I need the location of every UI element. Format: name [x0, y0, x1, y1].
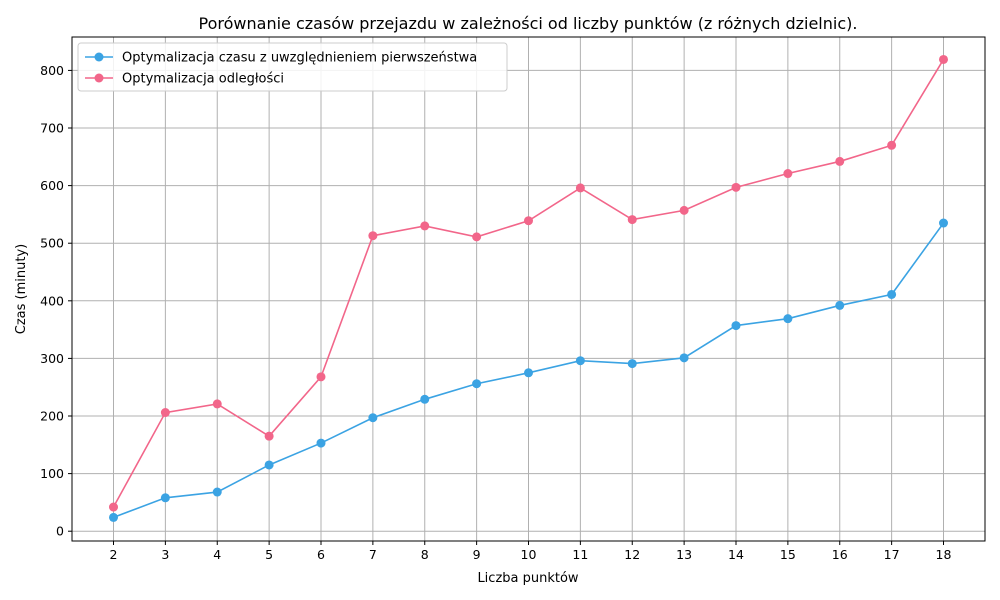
y-tick-label: 400 [40, 293, 64, 308]
data-point [835, 300, 845, 310]
x-tick-label: 6 [317, 547, 325, 562]
data-point [731, 321, 741, 331]
y-axis: 0 100 200 300 400 500 600 700 800 [40, 63, 72, 539]
data-point [109, 512, 118, 522]
x-tick-label: 11 [572, 547, 588, 562]
series-group [109, 54, 948, 522]
data-point [109, 502, 118, 512]
data-point [679, 353, 689, 363]
data-point [679, 205, 689, 215]
y-tick-label: 500 [40, 236, 64, 251]
chart-title: Porównanie czasów przejazdu w zależności… [199, 14, 858, 33]
y-tick-label: 0 [56, 524, 64, 539]
y-axis-label: Czas (minuty) [14, 244, 29, 334]
legend-label: Optymalizacja czasu z uwzględnieniem pie… [122, 51, 477, 66]
y-tick-label: 700 [40, 121, 64, 136]
x-axis: 2 3 4 5 6 7 8 9 10 11 12 13 14 15 16 17 18 [110, 541, 952, 562]
x-tick-label: 3 [161, 547, 169, 562]
x-tick-label: 5 [265, 547, 273, 562]
legend-label: Optymalizacja odległości [122, 72, 284, 87]
x-tick-label: 13 [676, 547, 692, 562]
series-1 [109, 218, 948, 522]
data-point [524, 368, 533, 378]
grid-lines [72, 37, 985, 541]
data-point [575, 356, 585, 366]
data-point [783, 314, 793, 324]
legend-box [77, 42, 508, 92]
data-point [316, 438, 326, 448]
y-tick-label: 800 [40, 63, 64, 78]
data-point [627, 359, 637, 369]
data-point [316, 372, 326, 382]
x-tick-label: 14 [728, 547, 744, 562]
x-tick-label: 2 [110, 547, 118, 562]
y-tick-label: 200 [40, 409, 64, 424]
series-2 [109, 54, 948, 512]
x-tick-label: 10 [521, 547, 537, 562]
x-tick-label: 17 [884, 547, 900, 562]
data-point [939, 54, 948, 64]
data-point [264, 460, 274, 470]
data-point [264, 431, 274, 441]
data-point [783, 169, 793, 179]
data-point [212, 399, 222, 409]
x-tick-label: 18 [936, 547, 952, 562]
data-point [835, 156, 845, 166]
y-tick-label: 100 [40, 466, 64, 481]
data-point [472, 379, 482, 389]
y-tick-label: 300 [40, 351, 64, 366]
x-tick-label: 7 [369, 547, 377, 562]
data-point [160, 493, 170, 503]
data-point [160, 408, 170, 418]
data-point [368, 231, 378, 241]
data-point [368, 413, 378, 423]
data-point [887, 289, 897, 299]
x-tick-label: 8 [421, 547, 429, 562]
data-point [472, 232, 482, 242]
x-tick-label: 12 [624, 547, 640, 562]
data-point [627, 215, 637, 225]
data-point [575, 183, 585, 193]
x-tick-label: 16 [832, 547, 848, 562]
legend: Optymalizacja czasu z uwzględnieniem pie… [77, 42, 508, 92]
x-tick-label: 15 [780, 547, 796, 562]
y-tick-label: 600 [40, 178, 64, 193]
legend-marker [94, 73, 104, 83]
data-point [524, 216, 533, 226]
data-point [887, 140, 897, 150]
x-axis-label: Liczba punktów [477, 571, 578, 586]
x-tick-label: 4 [213, 547, 221, 562]
data-point [212, 487, 222, 497]
legend-marker [94, 52, 104, 62]
x-tick-label: 9 [473, 547, 481, 562]
data-point [420, 394, 430, 404]
data-point [939, 218, 948, 228]
data-point [731, 182, 741, 192]
data-point [420, 221, 430, 231]
